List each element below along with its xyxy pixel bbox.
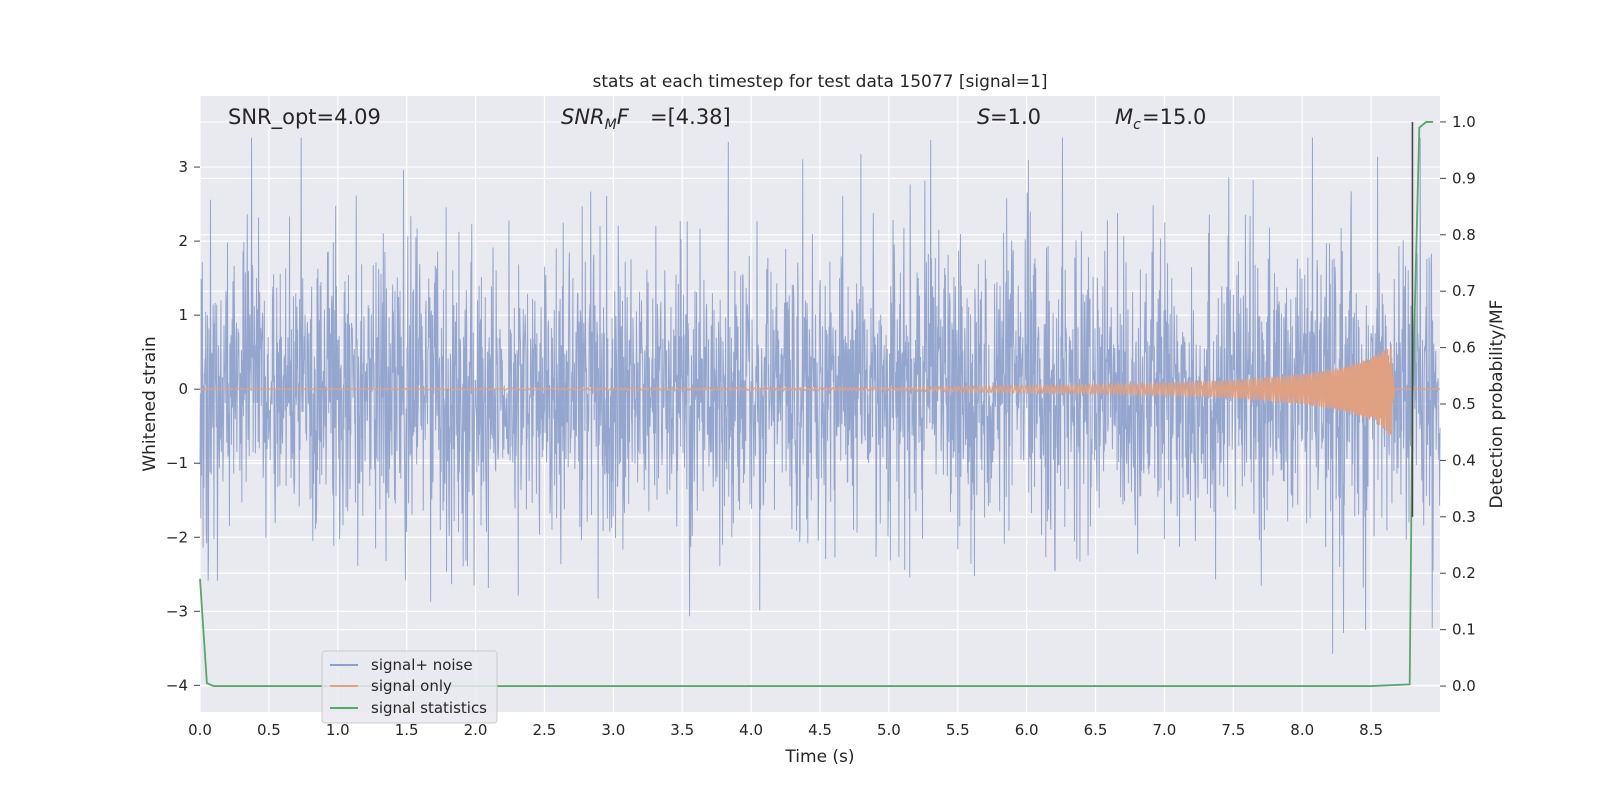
x-tick-label: 2.0: [464, 721, 488, 739]
legend-label-signal-only: signal only: [371, 677, 452, 695]
signal-noise-line: [199, 137, 1441, 654]
x-tick-label: 8.0: [1290, 721, 1314, 739]
x-tick-label: 7.5: [1221, 721, 1245, 739]
series-signal-only: [200, 343, 1440, 435]
annotation-s: =1.0: [990, 105, 1041, 129]
y-tick-label-right: 0.5: [1452, 395, 1476, 413]
annotation-snr-mf: =[4.38]: [650, 105, 731, 129]
x-tick-label: 4.5: [808, 721, 832, 739]
y-axis-left-label: Whitened strain: [140, 336, 160, 471]
y-tick-label-right: 0.1: [1452, 621, 1476, 639]
y-tick-label-right: 0.4: [1452, 451, 1476, 469]
annotation-snr-opt: SNR_opt=4.09: [228, 105, 381, 130]
y-tick-label-left: 1: [178, 306, 188, 324]
annotation-s-symbol: S: [977, 105, 990, 129]
x-tick-label: 3.5: [670, 721, 694, 739]
x-tick-label: 2.5: [533, 721, 557, 739]
y-tick-label-left: 0: [178, 380, 188, 398]
legend-label-signal-noise: signal+ noise: [371, 656, 473, 674]
x-tick-label: 0.5: [257, 721, 281, 739]
chart-title: stats at each timestep for test data 150…: [593, 72, 1048, 92]
x-tick-label: 3.0: [601, 721, 625, 739]
y-axis-right-ticks: 1.0 0.9 0.8 0.7 0.6 0.5 0.4 0.3 0.2 0.1 0.0: [1440, 113, 1476, 695]
signal-only-line: [200, 343, 1440, 435]
y-tick-label-left: −1: [166, 454, 188, 472]
x-axis-label: Time (s): [784, 747, 854, 767]
y-axis-right-label: Detection probability/MF: [1487, 300, 1507, 509]
y-tick-label-left: 3: [178, 158, 188, 176]
x-tick-label: 5.5: [946, 721, 970, 739]
x-tick-label: 6.5: [1084, 721, 1108, 739]
y-axis-left-ticks: 3 2 1 0 −1 −2 −3 −4: [166, 158, 200, 694]
y-tick-label-right: 0.2: [1452, 564, 1476, 582]
series-signal-noise: [199, 137, 1441, 654]
y-tick-label-right: 0.7: [1452, 282, 1476, 300]
x-tick-label: 6.0: [1015, 721, 1039, 739]
annotation-snr-mf-symbol: SNRMF: [561, 105, 630, 133]
annotation-mc: =15.0: [1142, 105, 1206, 129]
x-axis-ticks: 0.0 0.5 1.0 1.5 2.0 2.5 3.0 3.5 4.0 4.5 5.0 5.5 6.0 6…: [188, 721, 1383, 739]
y-tick-label-left: −2: [166, 528, 188, 546]
y-tick-label-right: 0.8: [1452, 226, 1476, 244]
x-tick-label: 0.0: [188, 721, 212, 739]
legend-label-signal-statistics: signal statistics: [371, 699, 487, 717]
x-tick-label: 8.5: [1359, 721, 1383, 739]
y-tick-label-right: 1.0: [1452, 113, 1476, 131]
y-tick-label-left: 2: [178, 232, 188, 250]
x-tick-label: 1.0: [326, 721, 350, 739]
y-tick-label-right: 0.6: [1452, 339, 1476, 357]
x-tick-label: 1.5: [395, 721, 419, 739]
x-tick-label: 7.0: [1153, 721, 1177, 739]
legend-box: [321, 650, 498, 724]
x-tick-label: 4.0: [739, 721, 763, 739]
y-tick-label-right: 0.3: [1452, 508, 1476, 526]
x-tick-label: 5.0: [877, 721, 901, 739]
y-tick-label-left: −3: [166, 602, 188, 620]
y-tick-label-right: 0.0: [1452, 677, 1476, 695]
y-tick-label-left: −4: [166, 676, 188, 694]
legend: signal+ noise signal only signal statist…: [321, 650, 498, 724]
y-tick-label-right: 0.9: [1452, 169, 1476, 187]
